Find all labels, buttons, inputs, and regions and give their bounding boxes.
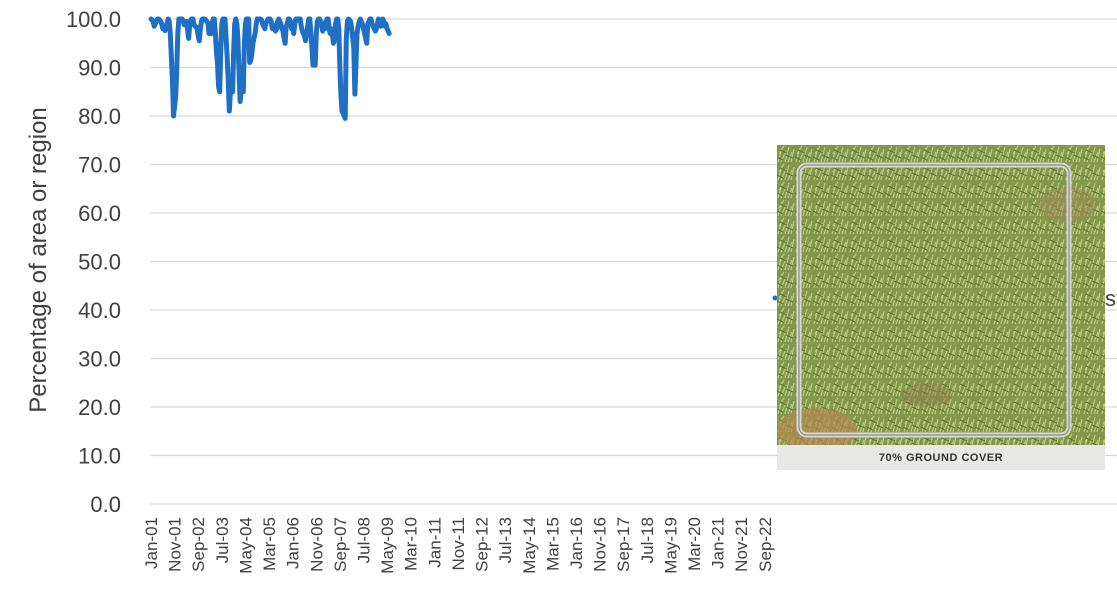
photo-caption: 70% GROUND COVER <box>878 451 1004 464</box>
y-tick-label: 80.0 <box>78 104 121 129</box>
x-tick-label: Nov-21 <box>732 517 751 572</box>
x-tick-label: Jan-16 <box>567 517 586 569</box>
x-tick-label: Sep-17 <box>614 517 633 572</box>
x-tick-label: Sep-07 <box>331 517 350 572</box>
x-tick-label: Sep-02 <box>189 517 208 572</box>
grass-quadrat-image <box>777 145 1105 470</box>
legend-marker <box>772 295 778 301</box>
x-tick-label: May-14 <box>520 517 539 574</box>
x-tick-label: Jan-11 <box>425 517 444 568</box>
y-tick-label: 90.0 <box>78 56 121 81</box>
y-tick-label: 40.0 <box>78 298 121 323</box>
y-tick-label: 10.0 <box>78 444 121 469</box>
y-tick-label: 0.0 <box>90 492 121 517</box>
x-tick-label: May-09 <box>378 517 397 574</box>
x-tick-label: Sep-12 <box>473 517 492 572</box>
series-line <box>148 16 392 121</box>
x-tick-label: Jul-03 <box>213 517 232 563</box>
x-tick-label: Mar-15 <box>543 517 562 571</box>
x-tick-label: Jul-08 <box>354 517 373 563</box>
photo-caption-bar: 70% GROUND COVER <box>777 445 1105 470</box>
x-tick-label: Mar-20 <box>685 517 704 571</box>
x-tick-label: Nov-01 <box>166 517 185 572</box>
y-tick-label: 20.0 <box>78 395 121 420</box>
x-tick-label: Nov-16 <box>591 517 610 572</box>
y-tick-label: 60.0 <box>78 201 121 226</box>
y-tick-label: 70.0 <box>78 153 121 178</box>
y-tick-label: 50.0 <box>78 250 121 275</box>
series-layer <box>148 16 392 121</box>
x-tick-label: Jul-18 <box>638 517 657 563</box>
x-tick-label: Jul-13 <box>496 517 515 563</box>
legend: st <box>772 286 1117 311</box>
y-tick-label: 100.0 <box>66 7 121 32</box>
x-tick-label: Sep-22 <box>756 517 775 572</box>
x-tick-label: May-19 <box>661 517 680 574</box>
x-tick-label: May-04 <box>236 517 255 574</box>
x-tick-label: Jan-01 <box>142 517 161 569</box>
x-tick-label: Nov-06 <box>307 517 326 572</box>
y-tick-label: 30.0 <box>78 347 121 372</box>
x-tick-label: Jan-21 <box>709 517 728 569</box>
y-tick-labels: 0.0 10.0 20.0 30.0 40.0 50.0 60.0 70.0 80.0 90.0 1… <box>66 7 121 517</box>
y-axis-label: Percentage of area or region <box>25 107 52 413</box>
x-tick-label: Mar-05 <box>260 517 279 571</box>
x-tick-label: Mar-10 <box>402 517 421 571</box>
x-tick-labels: Jan-01 Nov-01 Sep-02 Jul-03 May-04 Mar-05 Jan-… <box>142 517 775 574</box>
x-tick-label: Nov-11 <box>449 517 468 571</box>
x-tick-label: Jan-06 <box>284 517 303 569</box>
legend-label: st <box>1105 286 1117 311</box>
ground-cover-photo: 70% GROUND COVER <box>777 145 1105 470</box>
